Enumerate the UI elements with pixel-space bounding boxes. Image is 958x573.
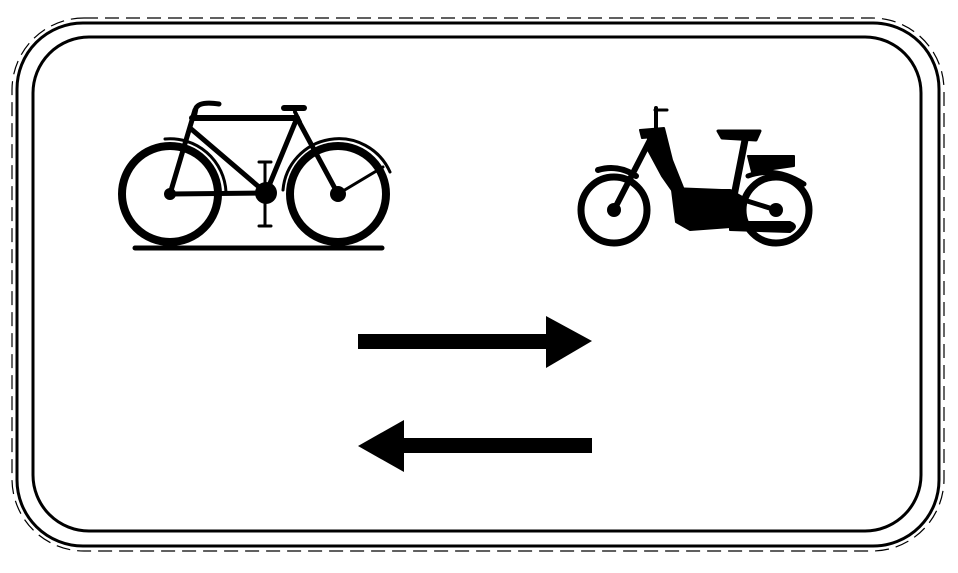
moped-rear-mudguard [745, 169, 807, 187]
moped-front-wheel [577, 173, 651, 247]
arrow-left-shaft [396, 438, 592, 453]
bicycle-saddle [191, 100, 222, 121]
bicycle-down-tube [263, 115, 300, 196]
border-inner-frame [31, 35, 923, 533]
bicycle-head-tube [293, 110, 302, 124]
moped-saddle [716, 129, 762, 142]
bicycle-icon [118, 100, 392, 251]
sign-border [11, 17, 945, 552]
moped-front-cowl [647, 135, 685, 197]
bicycle-rear-mudguard [163, 137, 228, 194]
arrow-left-head [358, 420, 404, 472]
arrow-left-icon [358, 420, 592, 472]
moped-carrier [747, 155, 795, 173]
moped-seat-post [730, 136, 749, 200]
bicycle-front-hub [330, 186, 346, 202]
bicycle-front-wheel [286, 142, 390, 246]
bicycle-chainring [255, 182, 277, 204]
bicycle-seat-stay [167, 107, 198, 197]
moped-rear-stay [741, 197, 779, 213]
moped-icon [577, 106, 813, 247]
bicycle-fork [294, 115, 341, 197]
arrow-right-shaft [358, 334, 554, 349]
arrow-right-head [546, 316, 592, 368]
bicycle-seat-tube [187, 125, 269, 196]
arrow-right-icon [358, 316, 592, 368]
moped-fork [611, 137, 653, 213]
moped-main-frame [681, 187, 737, 195]
bicycle-chain-stay [167, 190, 269, 197]
bicycle-front-mudguard [281, 137, 392, 192]
bicycle-rear-hub [164, 188, 176, 200]
bicycle-front-spoke [336, 165, 385, 196]
border-outer-frame [15, 21, 941, 548]
border-dashed-outline [11, 17, 945, 552]
moped-exhaust [729, 221, 796, 233]
